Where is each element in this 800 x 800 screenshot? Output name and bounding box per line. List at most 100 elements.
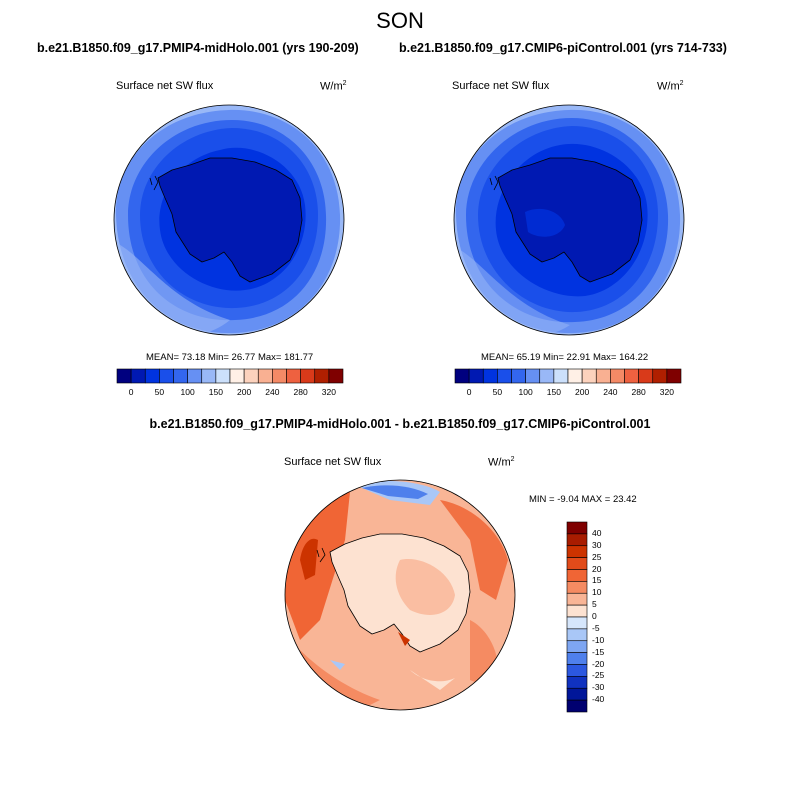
colorbar-diff: [566, 521, 588, 713]
colorbar-swatch: [539, 368, 555, 384]
colorbar-swatch: [566, 699, 588, 713]
colorbar-swatch: [187, 368, 203, 384]
colorbar-tick-label: 50: [492, 387, 503, 397]
colorbar-swatch: [567, 368, 583, 384]
colorbar-tick-label: -5: [592, 622, 600, 633]
colorbar-swatch: [566, 628, 588, 642]
colorbar-swatch: [159, 368, 174, 384]
colorbar-swatch: [638, 368, 654, 384]
colorbar-tick-label: 40: [592, 527, 602, 538]
stats-right: MEAN= 65.19 Min= 22.91 Max= 164.22: [481, 352, 649, 363]
colorbar-swatch: [215, 368, 231, 384]
colorbar-tick-label: -25: [592, 670, 605, 681]
colorbar-swatch: [257, 368, 273, 384]
colorbar-tick-label: -15: [592, 646, 605, 657]
colorbar-tick-label: 320: [659, 387, 674, 397]
colorbar-swatch: [482, 368, 498, 384]
colorbar-tick-label: -40: [592, 694, 605, 705]
difference-title: b.e21.B1850.f09_g17.PMIP4-midHolo.001 - …: [149, 417, 651, 431]
colorbar-swatch: [566, 664, 588, 677]
colorbar-swatch: [116, 368, 132, 384]
colorbar-swatch: [566, 676, 588, 689]
colorbar-swatch: [525, 368, 541, 384]
colorbar-tick-label: 280: [293, 387, 308, 397]
colorbar-tick-label: 200: [575, 387, 590, 397]
stats-left: MEAN= 73.18 Min= 26.77 Max= 181.77: [146, 352, 314, 363]
colorbar-swatch: [581, 368, 597, 384]
antarctica-outline-diff: [329, 533, 471, 653]
antarctica-outline-left: [157, 157, 303, 283]
colorbar-swatch: [566, 569, 588, 582]
colorbar-swatch: [566, 533, 588, 547]
colorbar-swatch: [566, 592, 588, 606]
figure-title: SON: [376, 8, 424, 33]
colorbar-swatch: [201, 368, 217, 384]
variable-label-diff: Surface net SW flux: [284, 456, 382, 468]
antarctica-outline-right: [497, 157, 643, 283]
colorbar-swatch: [511, 368, 526, 384]
colorbar-swatch: [454, 368, 470, 384]
colorbar-swatch: [300, 368, 316, 384]
colorbar-swatch: [173, 368, 188, 384]
colorbar-swatch: [566, 616, 588, 630]
units-label-right: W/m2: [657, 80, 684, 93]
units-label-diff: W/m2: [488, 456, 515, 469]
colorbar-swatch: [497, 368, 512, 384]
colorbar-swatch: [566, 652, 588, 665]
colorbar-tick-label: 15: [592, 575, 602, 586]
colorbar-tick-label: 320: [321, 387, 336, 397]
colorbar-swatch: [566, 640, 588, 653]
colorbar-swatch: [566, 581, 588, 594]
variable-label-left: Surface net SW flux: [116, 80, 214, 92]
colorbar-tick-label: 0: [128, 387, 134, 397]
colorbar-right: [454, 368, 682, 384]
colorbar-tick-label: 240: [603, 387, 618, 397]
colorbar-swatch: [144, 368, 160, 384]
colorbar-tick-label: 150: [208, 387, 223, 397]
colorbar-left: [116, 368, 344, 384]
colorbar-swatch: [566, 687, 588, 701]
colorbar-tick-label: 280: [631, 387, 646, 397]
colorbar-tick-label: 240: [265, 387, 280, 397]
colorbar-swatch: [130, 368, 146, 384]
colorbar-tick-label: 25: [592, 551, 602, 562]
colorbar-swatch: [243, 368, 259, 384]
colorbar-swatch: [286, 368, 301, 384]
colorbar-tick-label: 5: [592, 599, 597, 610]
colorbar-tick-label: -30: [592, 682, 605, 693]
colorbar-swatch: [624, 368, 639, 384]
colorbar-swatch: [229, 368, 245, 384]
colorbar-swatch: [652, 368, 668, 384]
colorbar-tick-label: 50: [154, 387, 165, 397]
colorbar-swatch: [553, 368, 569, 384]
colorbar-tick-label: 100: [180, 387, 195, 397]
colorbar-swatch: [468, 368, 484, 384]
colorbar-tick-label: 20: [592, 563, 602, 574]
colorbar-swatch: [566, 545, 588, 558]
colorbar-tick-label: 150: [546, 387, 561, 397]
colorbar-tick-label: 200: [237, 387, 252, 397]
colorbar-swatch: [595, 368, 611, 384]
colorbar-tick-label: 0: [592, 611, 597, 621]
colorbar-swatch: [566, 557, 588, 570]
colorbar-swatch: [610, 368, 625, 384]
colorbar-tick-label: -20: [592, 658, 605, 669]
colorbar-swatch: [566, 604, 588, 618]
colorbar-tick-label: -10: [592, 634, 605, 645]
colorbar-tick-label: 100: [518, 387, 533, 397]
colorbar-swatch: [314, 368, 330, 384]
colorbar-swatch: [666, 368, 682, 384]
case-title-left: b.e21.B1850.f09_g17.PMIP4-midHolo.001 (y…: [37, 41, 359, 55]
stats-diff: MIN = -9.04 MAX = 23.42: [529, 494, 637, 505]
variable-label-right: Surface net SW flux: [452, 80, 550, 92]
colorbar-tick-label: 30: [592, 539, 602, 550]
colorbar-swatch: [272, 368, 287, 384]
colorbar-tick-label: 10: [592, 587, 602, 598]
colorbar-swatch: [566, 521, 588, 535]
units-label-left: W/m2: [320, 80, 347, 93]
case-title-right: b.e21.B1850.f09_g17.CMIP6-piControl.001 …: [399, 41, 727, 55]
colorbar-swatch: [328, 368, 344, 384]
